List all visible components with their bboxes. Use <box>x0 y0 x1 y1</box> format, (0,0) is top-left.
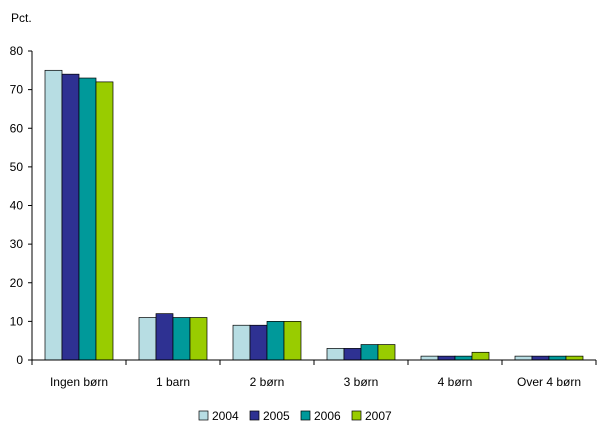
bar-2007-0 <box>95 81 114 361</box>
bar-2005-5 <box>531 355 550 361</box>
y-tick-label: 40 <box>10 199 24 213</box>
legend-swatch-2007 <box>351 410 362 421</box>
bar-2004-2 <box>232 324 251 361</box>
y-tick-label: 60 <box>10 121 24 135</box>
bar-2007-4 <box>471 351 490 361</box>
legend-swatch-2004 <box>198 410 209 421</box>
bar-2005-3 <box>343 348 362 361</box>
x-tick-label: 4 børn <box>438 375 473 389</box>
bars-group <box>44 69 584 361</box>
x-tick-label: Over 4 børn <box>517 375 581 389</box>
legend-label-2004: 2004 <box>212 409 239 423</box>
bar-2006-0 <box>78 77 97 361</box>
legend-label-2005: 2005 <box>263 409 290 423</box>
bar-2007-5 <box>565 355 584 361</box>
bar-2005-4 <box>437 355 456 361</box>
bar-2004-3 <box>326 348 345 361</box>
legend: 2004 2005 2006 2007 <box>198 409 392 423</box>
y-tick-label: 80 <box>10 44 24 58</box>
bar-2005-0 <box>61 73 80 361</box>
y-tick-label: 70 <box>10 83 24 97</box>
legend-label-2007: 2007 <box>365 409 392 423</box>
y-tick-label: 30 <box>10 237 24 251</box>
bar-2007-1 <box>189 317 208 361</box>
y-tick-label: 10 <box>10 314 24 328</box>
x-tick-label: Ingen børn <box>50 375 108 389</box>
bar-2004-5 <box>514 355 533 361</box>
bar-2006-5 <box>548 355 567 361</box>
y-tick-label: 50 <box>10 160 24 174</box>
bar-2007-2 <box>283 321 302 361</box>
x-tick-label: 2 børn <box>250 375 285 389</box>
y-tick-label: 0 <box>16 353 23 367</box>
x-axis-ticks: Ingen børn 1 barn 2 børn 3 børn 4 børn Over 4… <box>31 360 597 389</box>
bar-2006-1 <box>172 317 191 361</box>
bar-2004-0 <box>44 69 63 361</box>
bar-2007-3 <box>377 344 396 361</box>
legend-swatch-2006 <box>300 410 311 421</box>
bar-2005-2 <box>249 324 268 361</box>
bar-2006-3 <box>360 344 379 361</box>
bar-2004-4 <box>420 355 439 361</box>
y-unit-label: Pct. <box>11 11 32 25</box>
y-axis-ticks: 0 10 20 30 40 50 60 70 80 <box>10 44 32 367</box>
legend-label-2006: 2006 <box>314 409 341 423</box>
legend-swatch-2005 <box>249 410 260 421</box>
bar-2006-2 <box>266 321 285 361</box>
bar-2005-1 <box>155 313 174 361</box>
bar-2006-4 <box>454 355 473 361</box>
bar-2004-1 <box>138 317 157 361</box>
y-tick-label: 20 <box>10 276 24 290</box>
x-tick-label: 1 barn <box>156 375 190 389</box>
x-tick-label: 3 børn <box>344 375 379 389</box>
